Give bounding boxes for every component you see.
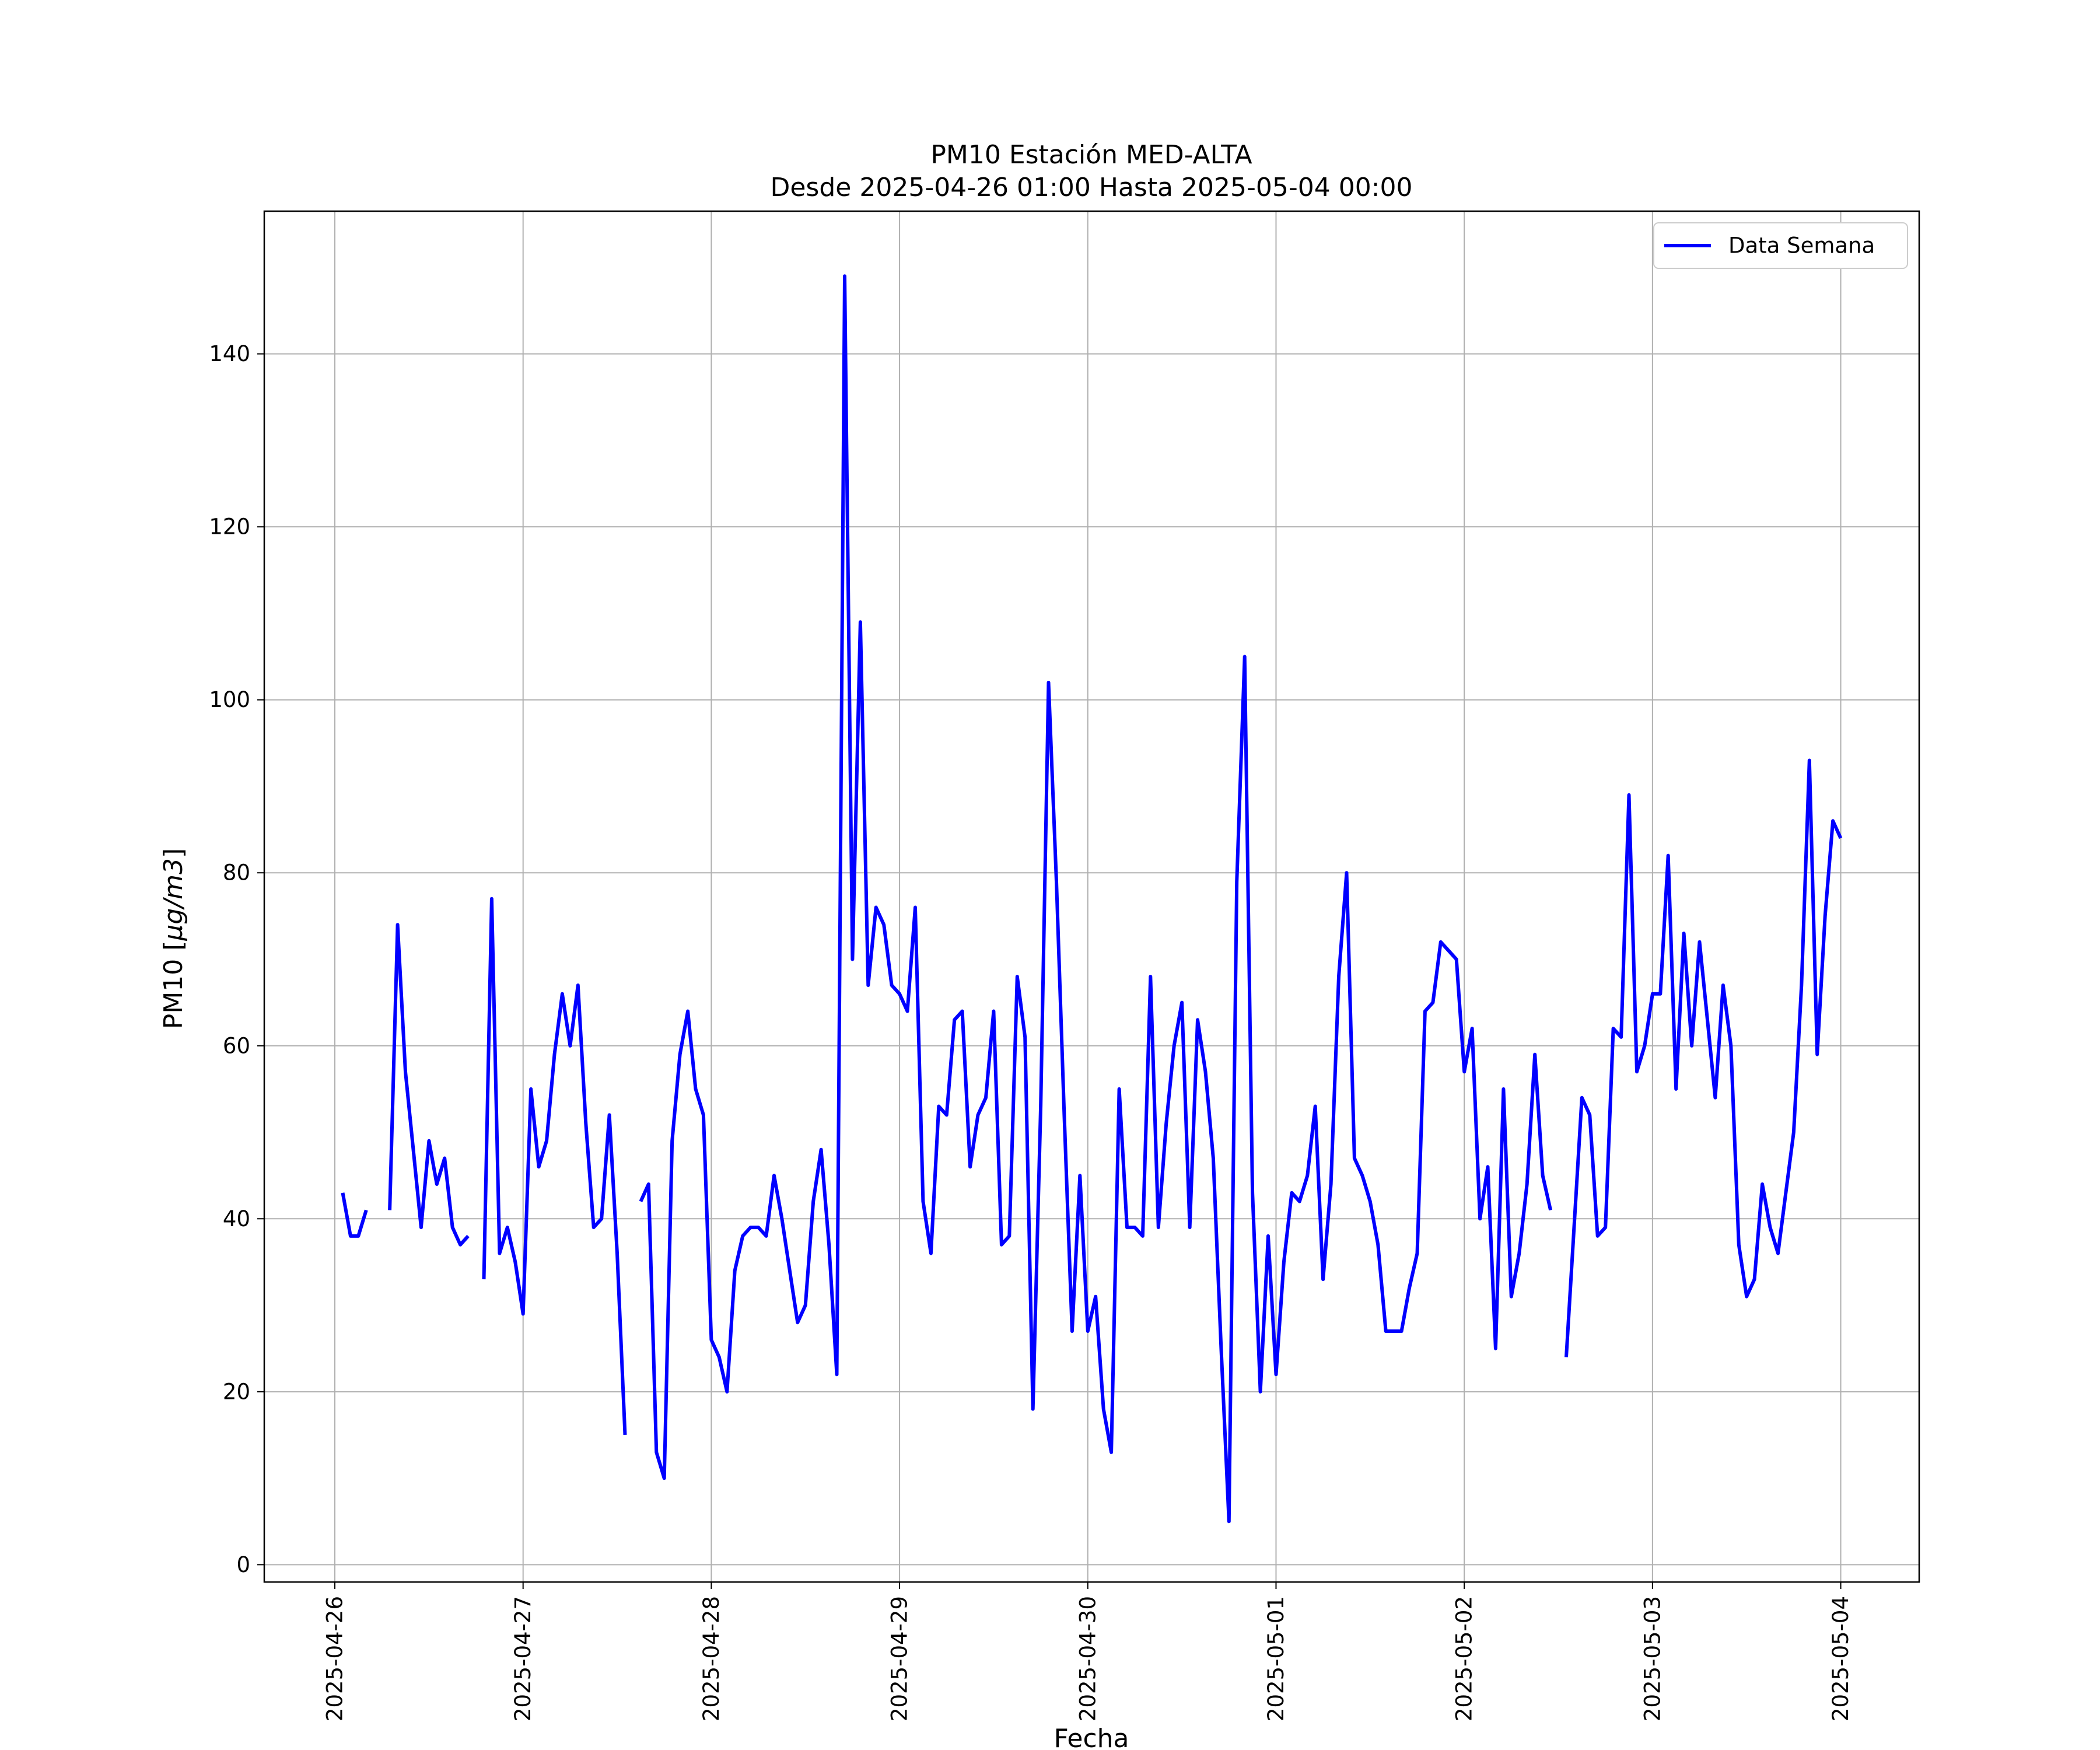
legend-box bbox=[1653, 222, 1908, 269]
y-tick-label: 100 bbox=[209, 687, 250, 712]
x-tick-label: 2025-04-30 bbox=[1075, 1596, 1100, 1721]
x-tick-label: 2025-05-01 bbox=[1264, 1596, 1289, 1721]
x-tick-label: 2025-04-27 bbox=[510, 1596, 536, 1721]
series-layer bbox=[341, 274, 1843, 1524]
y-axis-label-unit: μg/m3 bbox=[159, 858, 188, 942]
x-tick-label: 2025-05-03 bbox=[1640, 1596, 1665, 1721]
chart-subtitle: Desde 2025-04-26 01:00 Hasta 2025-05-04 … bbox=[770, 173, 1412, 202]
y-axis-label: PM10 [μg/m3] bbox=[159, 848, 188, 1029]
y-axis-label-prefix: PM10 [ bbox=[159, 941, 188, 1030]
x-tick-label: 2025-05-02 bbox=[1452, 1596, 1477, 1721]
x-tick-label: 2025-04-26 bbox=[323, 1596, 348, 1721]
plot-frame bbox=[263, 210, 1920, 1583]
series-line-segment bbox=[1564, 758, 1843, 1357]
x-tick-label: 2025-05-04 bbox=[1828, 1596, 1853, 1721]
series-line-segment bbox=[482, 897, 627, 1436]
y-tick-label: 120 bbox=[209, 514, 250, 540]
series-line-segment bbox=[639, 274, 1553, 1524]
y-axis-label-suffix: ] bbox=[159, 848, 188, 858]
y-tick-label: 0 bbox=[236, 1552, 250, 1577]
legend: Data Semana bbox=[1653, 222, 1908, 269]
y-tick-label: 140 bbox=[209, 341, 250, 366]
y-tick-label: 20 bbox=[223, 1379, 250, 1404]
y-tick-label: 80 bbox=[223, 860, 250, 886]
x-tick-label: 2025-04-28 bbox=[699, 1596, 724, 1721]
series-line-segment bbox=[341, 1192, 368, 1238]
series-line-segment bbox=[388, 923, 470, 1247]
x-axis-label: Fecha bbox=[1054, 1724, 1129, 1750]
y-tick-label: 60 bbox=[223, 1033, 250, 1058]
legend-entry-label: Data Semana bbox=[1728, 233, 1875, 258]
axis-ticks: 2025-04-26 2025-04-27 2025-04-28 2025-04-29… bbox=[209, 341, 1853, 1721]
chart-title: PM10 Estación MED-ALTA bbox=[930, 140, 1252, 170]
y-tick-label: 40 bbox=[223, 1206, 250, 1231]
x-tick-label: 2025-04-29 bbox=[887, 1596, 912, 1721]
